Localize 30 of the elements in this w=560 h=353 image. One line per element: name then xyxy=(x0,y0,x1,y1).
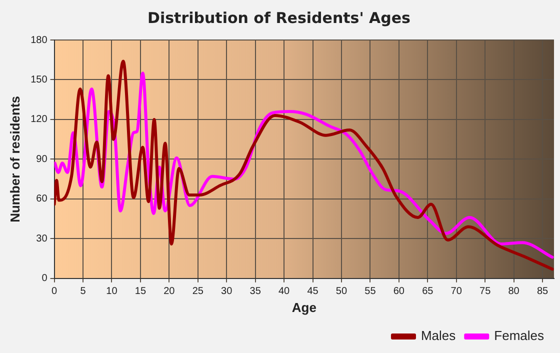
x-tick-label: 65 xyxy=(422,286,434,298)
legend-label: Males xyxy=(420,328,456,344)
x-tick-label: 0 xyxy=(52,286,58,298)
y-tick-label: 120 xyxy=(30,114,48,126)
x-tick-label: 35 xyxy=(250,286,262,298)
x-tick-label: 75 xyxy=(480,286,492,298)
y-tick-label: 0 xyxy=(42,273,48,284)
x-tick-label: 40 xyxy=(278,286,290,298)
x-tick-label: 70 xyxy=(450,286,462,298)
x-tick-label: 85 xyxy=(536,286,549,298)
legend-label: Females xyxy=(494,328,544,344)
x-tick-label: 80 xyxy=(508,286,520,298)
y-tick-label: 150 xyxy=(30,74,48,86)
chart-title: Distribution of Residents' Ages xyxy=(148,8,411,27)
x-tick-label: 15 xyxy=(134,286,146,298)
x-tick-label: 50 xyxy=(336,286,348,298)
x-tick-label: 10 xyxy=(106,286,118,298)
y-tick-label: 60 xyxy=(36,194,48,205)
x-tick-label: 25 xyxy=(192,286,204,298)
x-axis-title: Age xyxy=(292,300,316,315)
y-tick-label: 30 xyxy=(36,233,48,244)
x-tick-label: 60 xyxy=(393,286,405,298)
x-tick-label: 30 xyxy=(221,286,233,298)
y-axis-title: Number of residents xyxy=(7,96,22,222)
x-tick-label: 45 xyxy=(307,286,319,298)
y-tick-label: 90 xyxy=(36,154,48,165)
y-tick-label: 180 xyxy=(30,34,48,46)
x-tick-label: 55 xyxy=(364,286,376,298)
x-tick-label: 5 xyxy=(80,286,86,298)
x-tick-label: 20 xyxy=(164,286,176,298)
